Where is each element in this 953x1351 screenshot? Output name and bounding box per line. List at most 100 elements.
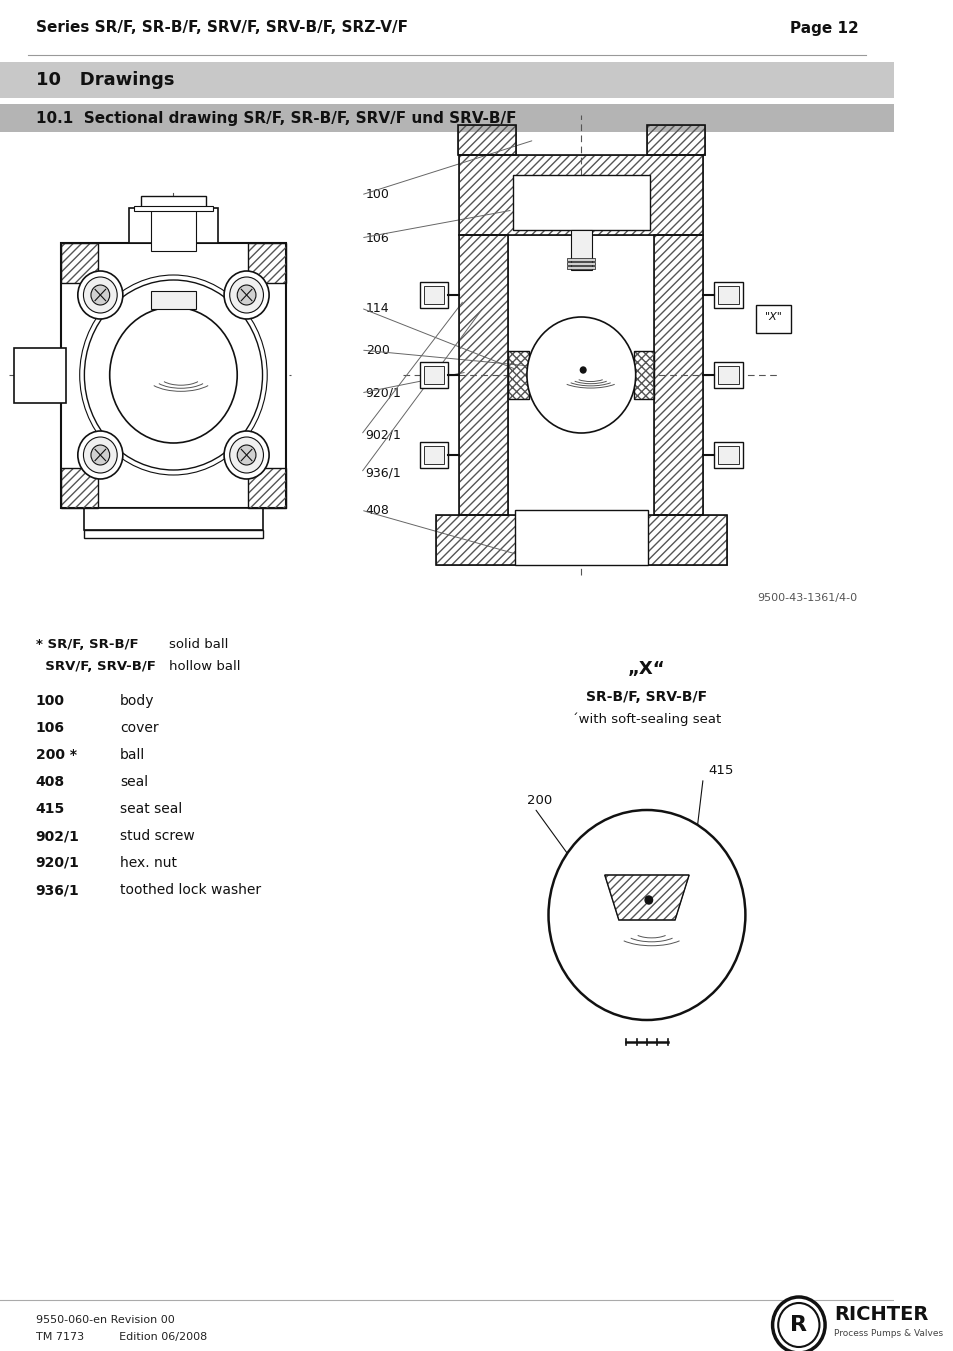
Text: TM 7173          Edition 06/2008: TM 7173 Edition 06/2008: [35, 1332, 207, 1342]
Bar: [248, 242, 286, 282]
Text: seat seal: seat seal: [120, 802, 182, 816]
Circle shape: [78, 272, 123, 319]
Text: SR-B/F, SRV-B/F: SR-B/F, SRV-B/F: [586, 690, 707, 704]
Bar: [436, 515, 726, 565]
Circle shape: [579, 367, 585, 373]
Text: „X“: „X“: [627, 661, 665, 678]
Bar: [718, 366, 738, 384]
Text: hex. nut: hex. nut: [120, 857, 177, 870]
Circle shape: [83, 277, 117, 313]
Text: 408: 408: [365, 504, 389, 516]
Bar: [646, 126, 704, 155]
Text: stud screw: stud screw: [120, 830, 194, 843]
Circle shape: [91, 285, 110, 305]
Text: 10   Drawings: 10 Drawings: [35, 72, 174, 89]
Bar: [755, 305, 790, 332]
Text: body: body: [120, 694, 154, 708]
Bar: [84, 530, 262, 538]
Circle shape: [237, 285, 255, 305]
Bar: [140, 196, 206, 208]
Bar: [248, 242, 286, 282]
Bar: [61, 242, 98, 282]
Text: 9500-43-1361/4-0: 9500-43-1361/4-0: [756, 593, 856, 603]
Bar: [61, 467, 98, 508]
Text: R: R: [789, 1315, 806, 1335]
Bar: [654, 235, 702, 515]
Text: 415: 415: [35, 802, 65, 816]
Bar: [151, 208, 195, 250]
Bar: [14, 347, 66, 403]
Text: toothed lock washer: toothed lock washer: [120, 884, 261, 897]
Text: ´with soft-sealing seat: ´with soft-sealing seat: [572, 712, 720, 725]
Text: ball: ball: [120, 748, 145, 762]
Bar: [513, 176, 649, 230]
Bar: [508, 351, 528, 399]
Bar: [459, 235, 508, 515]
Bar: [0, 104, 894, 132]
Text: 902/1: 902/1: [35, 830, 79, 843]
Bar: [0, 62, 894, 99]
Bar: [567, 266, 595, 269]
Text: 106: 106: [35, 721, 65, 735]
Bar: [508, 351, 528, 399]
Bar: [459, 235, 508, 515]
Bar: [718, 446, 738, 463]
Circle shape: [644, 896, 652, 904]
Text: 936/1: 936/1: [365, 466, 401, 480]
Bar: [61, 242, 98, 282]
Text: 10.1  Sectional drawing SR/F, SR-B/F, SRV/F und SRV-B/F: 10.1 Sectional drawing SR/F, SR-B/F, SRV…: [35, 111, 516, 126]
Bar: [248, 467, 286, 508]
Circle shape: [230, 277, 263, 313]
Bar: [567, 262, 595, 265]
Bar: [508, 235, 654, 515]
Circle shape: [224, 272, 269, 319]
Bar: [571, 230, 591, 270]
Text: hollow ball: hollow ball: [169, 661, 240, 673]
Text: seal: seal: [120, 775, 148, 789]
Bar: [457, 126, 516, 155]
Circle shape: [237, 444, 255, 465]
Bar: [714, 442, 741, 467]
Text: solid ball: solid ball: [169, 638, 228, 651]
Text: 415: 415: [707, 763, 733, 777]
Bar: [423, 366, 444, 384]
Bar: [515, 509, 647, 565]
Circle shape: [526, 317, 635, 434]
Text: 200: 200: [526, 793, 552, 807]
Bar: [459, 155, 702, 235]
Text: Series SR/F, SR-B/F, SRV/F, SRV-B/F, SRZ-V/F: Series SR/F, SR-B/F, SRV/F, SRV-B/F, SRZ…: [35, 20, 407, 35]
Bar: [61, 242, 286, 508]
Circle shape: [548, 811, 744, 1020]
Text: 200: 200: [365, 343, 389, 357]
Bar: [423, 286, 444, 304]
Bar: [718, 286, 738, 304]
Text: 100: 100: [365, 189, 389, 201]
Bar: [419, 362, 448, 388]
Bar: [84, 508, 262, 530]
Bar: [61, 467, 98, 508]
Bar: [457, 126, 516, 155]
Text: "X": "X": [763, 312, 781, 322]
Bar: [129, 208, 218, 242]
Text: 106: 106: [365, 231, 389, 245]
Text: 114: 114: [365, 301, 389, 315]
Circle shape: [91, 444, 110, 465]
Text: * SR/F, SR-B/F: * SR/F, SR-B/F: [35, 638, 138, 651]
Text: 920/1: 920/1: [365, 386, 401, 400]
Text: cover: cover: [120, 721, 158, 735]
Bar: [567, 258, 595, 261]
Text: 936/1: 936/1: [35, 884, 79, 897]
Bar: [436, 515, 726, 565]
Text: 920/1: 920/1: [35, 857, 79, 870]
Circle shape: [78, 431, 123, 480]
Text: 100: 100: [35, 694, 65, 708]
Bar: [459, 155, 702, 235]
Bar: [419, 442, 448, 467]
Circle shape: [772, 1297, 824, 1351]
Bar: [633, 351, 654, 399]
Bar: [423, 446, 444, 463]
Text: SRV/F, SRV-B/F: SRV/F, SRV-B/F: [35, 661, 155, 673]
Bar: [646, 126, 704, 155]
Circle shape: [230, 436, 263, 473]
Text: RICHTER: RICHTER: [834, 1305, 928, 1324]
